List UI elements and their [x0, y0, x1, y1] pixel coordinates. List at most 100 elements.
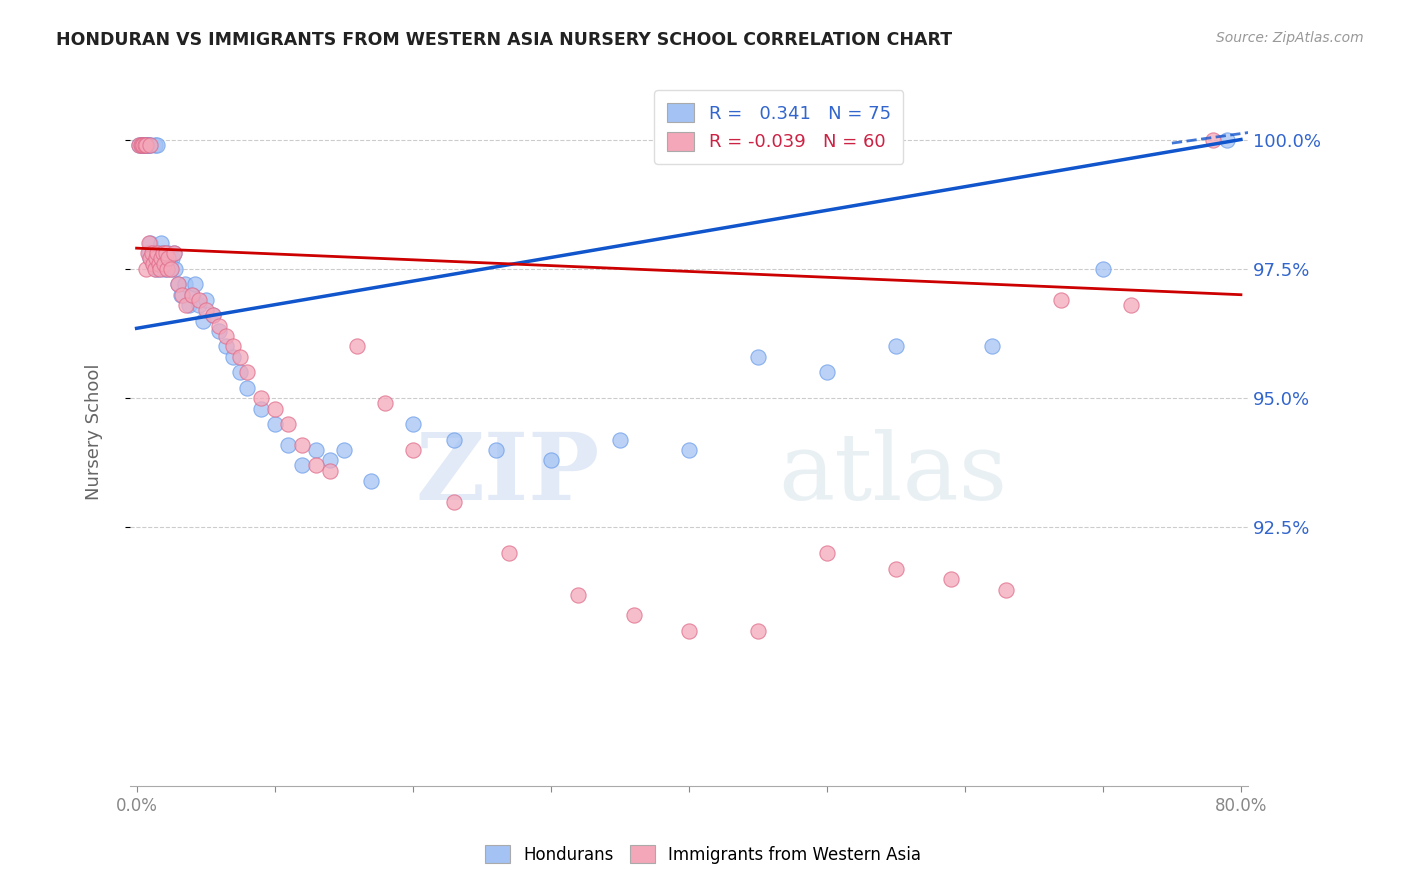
Point	[142, 257, 165, 271]
Point	[131, 137, 153, 152]
Point	[174, 277, 197, 292]
Point	[174, 298, 197, 312]
Point	[305, 442, 328, 457]
Point	[143, 261, 166, 276]
Point	[143, 246, 166, 260]
Point	[222, 339, 245, 353]
Point	[194, 293, 217, 307]
Point	[149, 261, 172, 276]
Point	[167, 277, 190, 292]
Point	[815, 365, 838, 379]
Point	[236, 381, 259, 395]
Point	[131, 137, 153, 152]
Point	[332, 442, 354, 457]
Point	[145, 261, 167, 276]
Point	[187, 293, 209, 307]
Point	[443, 494, 465, 508]
Point	[150, 235, 173, 250]
Point	[157, 246, 180, 260]
Point	[128, 137, 150, 152]
Point	[163, 246, 186, 260]
Legend: Hondurans, Immigrants from Western Asia: Hondurans, Immigrants from Western Asia	[478, 838, 928, 871]
Point	[134, 137, 156, 152]
Point	[229, 365, 252, 379]
Point	[236, 365, 259, 379]
Point	[180, 287, 202, 301]
Point	[138, 235, 160, 250]
Point	[139, 137, 162, 152]
Point	[319, 453, 342, 467]
Point	[884, 339, 907, 353]
Point	[138, 137, 160, 152]
Point	[250, 401, 273, 416]
Point	[162, 252, 184, 266]
Point	[201, 309, 224, 323]
Point	[180, 287, 202, 301]
Point	[160, 261, 183, 276]
Text: Source: ZipAtlas.com: Source: ZipAtlas.com	[1216, 31, 1364, 45]
Point	[194, 303, 217, 318]
Point	[222, 350, 245, 364]
Point	[139, 235, 162, 250]
Point	[201, 309, 224, 323]
Point	[208, 318, 231, 333]
Point	[139, 252, 162, 266]
Point	[229, 350, 252, 364]
Point	[136, 137, 159, 152]
Point	[263, 417, 285, 431]
Point	[187, 298, 209, 312]
Point	[208, 324, 231, 338]
Point	[346, 339, 368, 353]
Point	[678, 624, 700, 638]
Point	[498, 546, 520, 560]
Point	[678, 442, 700, 457]
Point	[136, 137, 159, 152]
Point	[177, 298, 200, 312]
Point	[145, 252, 167, 266]
Point	[135, 137, 157, 152]
Point	[136, 246, 159, 260]
Point	[1202, 132, 1225, 146]
Point	[163, 246, 186, 260]
Point	[145, 252, 167, 266]
Point	[131, 137, 153, 152]
Point	[263, 401, 285, 416]
Point	[484, 442, 506, 457]
Point	[155, 246, 177, 260]
Point	[402, 417, 425, 431]
Point	[149, 246, 172, 260]
Point	[167, 277, 190, 292]
Point	[146, 257, 169, 271]
Point	[128, 137, 150, 152]
Text: atlas: atlas	[778, 429, 1008, 519]
Point	[319, 464, 342, 478]
Point	[160, 261, 183, 276]
Point	[135, 261, 157, 276]
Point	[156, 261, 179, 276]
Point	[1119, 298, 1142, 312]
Point	[165, 261, 187, 276]
Point	[148, 257, 170, 271]
Point	[150, 252, 173, 266]
Point	[172, 287, 194, 301]
Point	[1091, 261, 1114, 276]
Y-axis label: Nursery School: Nursery School	[86, 364, 103, 500]
Point	[148, 261, 170, 276]
Point	[153, 257, 176, 271]
Point	[939, 572, 962, 586]
Point	[155, 252, 177, 266]
Point	[150, 252, 173, 266]
Point	[567, 588, 589, 602]
Legend: R =   0.341   N = 75, R = -0.039   N = 60: R = 0.341 N = 75, R = -0.039 N = 60	[654, 90, 904, 164]
Point	[1216, 132, 1239, 146]
Point	[1050, 293, 1073, 307]
Point	[157, 252, 180, 266]
Point	[884, 562, 907, 576]
Point	[142, 246, 165, 260]
Point	[132, 137, 155, 152]
Point	[291, 458, 314, 473]
Point	[143, 137, 166, 152]
Point	[135, 137, 157, 152]
Point	[146, 137, 169, 152]
Point	[153, 246, 176, 260]
